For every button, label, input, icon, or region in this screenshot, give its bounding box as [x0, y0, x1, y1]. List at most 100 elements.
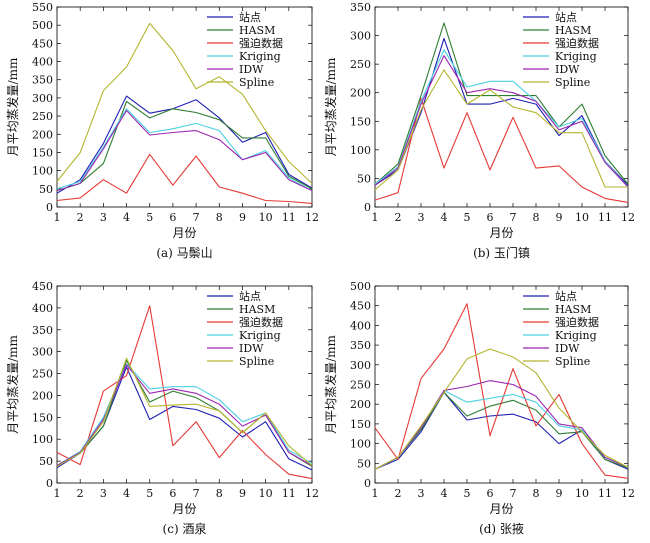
y-tick-label: 300	[32, 346, 53, 359]
legend-label: IDW	[239, 342, 264, 355]
y-tick-label: 450	[32, 37, 53, 50]
y-tick-label: 250	[350, 58, 371, 71]
legend-label: 强迫数据	[555, 315, 599, 329]
series-line-5	[56, 364, 313, 466]
x-tick-label: 1	[372, 487, 379, 500]
legend-label: Kriging	[555, 50, 597, 63]
x-tick-label: 1	[54, 211, 61, 224]
plot-frame	[56, 6, 313, 208]
x-axis-label: 月份	[172, 226, 196, 240]
y-axis-label: 月平均蒸发量/mm	[5, 334, 20, 433]
legend-label: HASM	[555, 303, 591, 316]
y-tick-label: 0	[46, 477, 53, 490]
x-tick-label: 3	[418, 211, 425, 224]
legend-label: HASM	[239, 24, 275, 37]
series-line-1	[374, 391, 629, 470]
x-tick-label: 4	[123, 487, 130, 500]
x-tick-label: 6	[487, 487, 494, 500]
y-tick-label: 350	[350, 339, 371, 352]
y-tick-label: 150	[350, 418, 371, 431]
x-tick-label: 2	[395, 211, 402, 224]
series-line-6	[374, 69, 628, 191]
legend-label: Kriging	[555, 329, 597, 342]
panel-caption: (a) 马鬃山	[156, 246, 212, 260]
y-tick-label: 300	[350, 359, 371, 372]
x-tick-label: 9	[239, 211, 246, 224]
y-tick-label: 250	[350, 379, 371, 392]
x-tick-label: 11	[598, 211, 612, 224]
x-tick-label: 8	[216, 211, 223, 224]
x-tick-label: 8	[533, 211, 540, 224]
x-axis-label: 月份	[489, 502, 513, 516]
legend-label: Spline	[239, 76, 274, 89]
legend-label: Spline	[555, 355, 590, 368]
series-line-5	[56, 110, 313, 192]
legend-label: 站点	[239, 10, 261, 24]
legend-label: IDW	[555, 63, 580, 76]
series-line-6	[56, 22, 313, 184]
x-tick-label: 12	[621, 487, 635, 500]
panel-caption: (c) 酒泉	[163, 522, 207, 536]
x-tick-label: 2	[395, 487, 402, 500]
series-line-2	[56, 100, 313, 192]
y-tick-label: 400	[32, 56, 53, 69]
y-tick-label: 150	[350, 115, 371, 128]
y-tick-label: 50	[39, 183, 53, 196]
series-line-3	[56, 305, 313, 480]
x-tick-label: 5	[464, 211, 471, 224]
series-line-3	[56, 153, 313, 204]
x-tick-label: 8	[216, 487, 223, 500]
x-tick-label: 11	[282, 211, 296, 224]
y-tick-label: 200	[32, 389, 53, 402]
x-tick-label: 7	[193, 487, 200, 500]
x-tick-label: 4	[123, 211, 130, 224]
series-line-5	[374, 55, 629, 188]
series-line-4	[56, 108, 313, 192]
y-tick-label: 50	[39, 455, 53, 468]
x-tick-label: 10	[259, 487, 273, 500]
panel-caption: (d) 张掖	[479, 522, 524, 536]
legend-label: 强迫数据	[239, 36, 283, 50]
y-tick-label: 50	[357, 172, 371, 185]
x-axis-label: 月份	[172, 502, 196, 516]
y-tick-label: 350	[32, 74, 53, 87]
y-tick-label: 450	[32, 280, 53, 293]
y-tick-label: 150	[32, 411, 53, 424]
x-tick-label: 9	[239, 487, 246, 500]
x-tick-label: 3	[100, 487, 107, 500]
y-tick-label: 450	[350, 300, 371, 313]
x-tick-label: 1	[372, 211, 379, 224]
y-tick-label: 200	[350, 398, 371, 411]
y-tick-label: 350	[350, 1, 371, 14]
x-tick-label: 12	[305, 211, 319, 224]
x-tick-label: 5	[464, 487, 471, 500]
series-line-2	[374, 391, 629, 470]
series-line-1	[374, 37, 629, 186]
series-line-2	[56, 359, 313, 467]
y-tick-label: 200	[350, 87, 371, 100]
series-line-5	[374, 380, 629, 470]
x-axis-label: 月份	[489, 226, 513, 240]
x-tick-label: 7	[510, 487, 517, 500]
y-tick-label: 400	[350, 319, 371, 332]
x-tick-label: 6	[169, 487, 176, 500]
legend-label: 强迫数据	[239, 315, 283, 329]
series-line-3	[374, 303, 629, 479]
y-tick-label: 250	[32, 110, 53, 123]
panel-caption: (b) 玉门镇	[473, 245, 530, 260]
y-tick-label: 550	[32, 1, 53, 14]
x-tick-label: 12	[621, 211, 635, 224]
x-tick-label: 5	[146, 487, 153, 500]
legend-label: 站点	[555, 10, 577, 24]
y-tick-label: 400	[32, 302, 53, 315]
y-axis-label: 月平均蒸发量/mm	[5, 57, 20, 156]
x-tick-label: 10	[575, 211, 589, 224]
y-tick-label: 50	[357, 457, 371, 470]
series-line-2	[374, 22, 629, 185]
y-tick-label: 200	[32, 128, 53, 141]
x-tick-label: 4	[441, 211, 448, 224]
y-tick-label: 350	[32, 324, 53, 337]
legend-label: Spline	[555, 76, 590, 89]
